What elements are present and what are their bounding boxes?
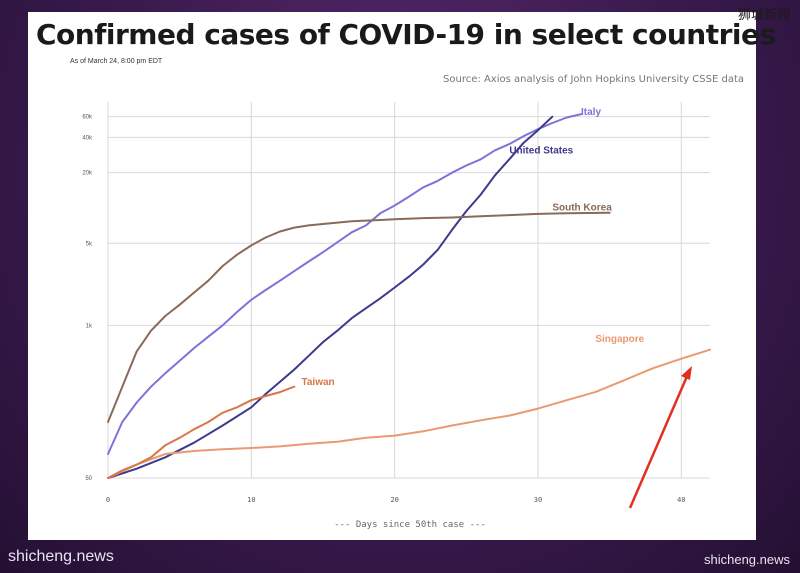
- series-line-singapore: [107, 348, 711, 479]
- red-arrow-shaft: [628, 373, 690, 509]
- y-tick-label: 60k: [82, 115, 93, 121]
- x-tick-label: 0: [106, 496, 110, 504]
- series-label-united-states: United States: [509, 146, 573, 157]
- series-line-south-korea: [107, 211, 611, 423]
- y-tick-label: 40k: [82, 135, 93, 141]
- series-line-taiwan: [107, 385, 296, 479]
- series-label-taiwan: Taiwan: [302, 377, 335, 388]
- y-tick-label: 20k: [82, 171, 93, 177]
- watermark-right: shicheng.news: [704, 552, 790, 567]
- x-axis-label: --- Days since 50th case ---: [334, 520, 486, 530]
- series-label-singapore: Singapore: [595, 334, 644, 345]
- series-line-united-states: [107, 115, 554, 479]
- source-note: Source: Axios analysis of John Hopkins U…: [443, 74, 744, 85]
- chart-slide: Confirmed cases of COVID-19 in select co…: [28, 12, 776, 540]
- series-line-italy: [107, 113, 582, 455]
- annotation-arrow: [628, 366, 692, 509]
- watermark-top: 狮城新闻: [737, 8, 790, 23]
- series-labels: Italy United States South Korea Singapore Ta…: [302, 107, 645, 388]
- x-tick-label: 40: [677, 496, 685, 504]
- watermark-left: shicheng.news: [8, 548, 114, 565]
- as-of-note: As of March 24, 8:00 pm EDT: [70, 58, 163, 65]
- x-tick-label: 30: [534, 496, 542, 504]
- series-label-south-korea: South Korea: [552, 203, 612, 214]
- x-tick-label: 20: [390, 496, 398, 504]
- y-tick-label: 1k: [86, 323, 93, 329]
- grid-layer: [107, 102, 710, 479]
- series-label-italy: Italy: [581, 107, 601, 118]
- x-tick-label: 10: [247, 496, 255, 504]
- tick-labels: 0 10 20 30 40 50 1k 5k 20k 40k 60k: [82, 115, 685, 504]
- chart-title: Confirmed cases of COVID-19 in select co…: [36, 18, 776, 51]
- y-tick-label: 50: [85, 476, 92, 482]
- y-tick-label: 5k: [86, 241, 93, 247]
- red-arrow-head: [681, 366, 692, 380]
- series-lines: [107, 113, 711, 479]
